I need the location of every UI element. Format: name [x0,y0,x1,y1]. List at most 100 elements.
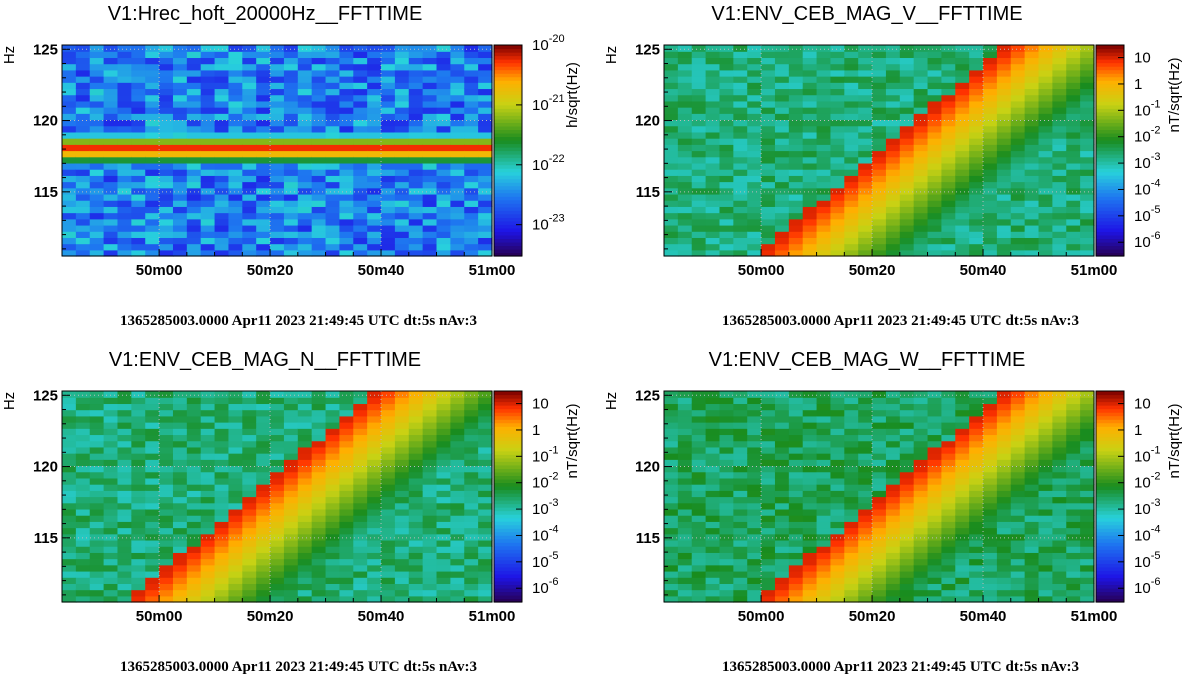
heatmap-cell [89,94,105,102]
heatmap-cell [691,502,707,510]
heatmap-cell [62,156,77,164]
heatmap-cell [145,527,160,535]
heatmap-cell [242,69,257,77]
heatmap-cell [1038,107,1053,114]
y-tick-label: 125 [635,387,660,404]
heatmap-cell [62,508,77,516]
colorbar-tick-label: 10-6 [1134,230,1160,251]
x-tick-label: 50m00 [738,262,785,279]
colorbar-band [494,90,522,95]
heatmap-cell [186,446,202,454]
heatmap-cell [1024,391,1040,398]
heatmap-cell [774,224,790,232]
heatmap-cell [761,231,776,238]
heatmap-cell [1066,107,1081,114]
heatmap-cell [117,156,132,164]
heatmap-cell [103,150,119,158]
heatmap-cell [200,539,216,547]
heatmap-cell [436,138,451,145]
heatmap-cell [830,156,845,164]
heatmap-cell [117,391,132,398]
heatmap-cell [408,527,424,535]
heatmap-cell [955,589,970,597]
heatmap-cell [270,409,285,417]
heatmap-cell [969,527,984,535]
heatmap-cell [339,403,354,411]
heatmap-cell [436,162,451,170]
x-tick-label: 50m40 [358,608,405,625]
heatmap-cell [941,162,956,170]
heatmap-cell [1052,415,1067,423]
heatmap-cell [228,583,243,591]
heatmap-cell [339,570,354,578]
heatmap-cell [1052,403,1067,411]
heatmap-cell [408,496,424,504]
heatmap-cell [719,422,734,429]
heatmap-cell [747,57,762,65]
colorbar-band [1096,132,1124,138]
heatmap-cell [325,583,341,591]
heatmap-cell [62,162,77,170]
heatmap-cell [103,100,119,108]
heatmap-cell [228,138,243,145]
heatmap-cell [228,508,243,516]
heatmap-cell [761,131,776,139]
heatmap-cell [983,527,998,535]
heatmap-cell [325,94,341,102]
heatmap-cell [1066,440,1081,448]
heatmap-cell [1010,552,1026,560]
colorbar-band [494,524,522,529]
heatmap-cell [691,237,707,245]
heatmap-cell [408,125,424,133]
heatmap-cell [311,440,327,448]
heatmap-cell [117,459,132,467]
heatmap-cell [747,422,762,429]
heatmap-cell [408,76,424,83]
heatmap-cell [774,144,790,152]
heatmap-cell [103,131,119,139]
heatmap-cell [228,496,243,504]
heatmap-cell [927,76,943,83]
heatmap-cell [103,496,119,504]
heatmap-cell [858,200,873,207]
heatmap-cell [478,397,493,405]
heatmap-cell [62,169,77,176]
heatmap-cell [955,453,970,460]
heatmap-cell [913,558,929,566]
heatmap-cell [885,428,901,436]
heatmap-cell [367,459,382,467]
heatmap-cell [761,212,776,220]
heatmap-cell [1010,76,1026,83]
heatmap-cell [955,521,970,529]
heatmap-cell [955,570,970,578]
colorbar-band [494,157,522,162]
heatmap-cell [131,113,146,121]
colorbar-band [494,500,522,505]
heatmap-cell [677,477,693,485]
heatmap-cell [242,403,257,411]
heatmap-cell [1080,446,1095,454]
heatmap-cell [172,187,188,195]
heatmap-cell [664,391,679,398]
heatmap-cell [200,515,216,522]
heatmap-cell [872,477,887,485]
colorbar-band [494,584,522,589]
heatmap-cell [830,231,845,238]
heatmap-cell [367,440,382,448]
heatmap-cell [200,51,216,59]
colorbar-tick-label: 1 [1134,422,1142,439]
heatmap-cell [788,100,804,108]
heatmap-cell [159,187,174,195]
heatmap-cell [228,107,243,114]
heatmap-cell [436,113,451,121]
heatmap-cell [478,193,493,201]
heatmap-cell [733,422,748,429]
heatmap-cell [478,119,493,127]
heatmap-cell [62,465,77,473]
heatmap-cell [927,88,943,96]
heatmap-cell [1080,583,1095,591]
heatmap-cell [270,156,285,164]
heatmap-cell [1080,181,1095,189]
heatmap-cell [885,539,901,547]
heatmap-cell [353,150,368,158]
